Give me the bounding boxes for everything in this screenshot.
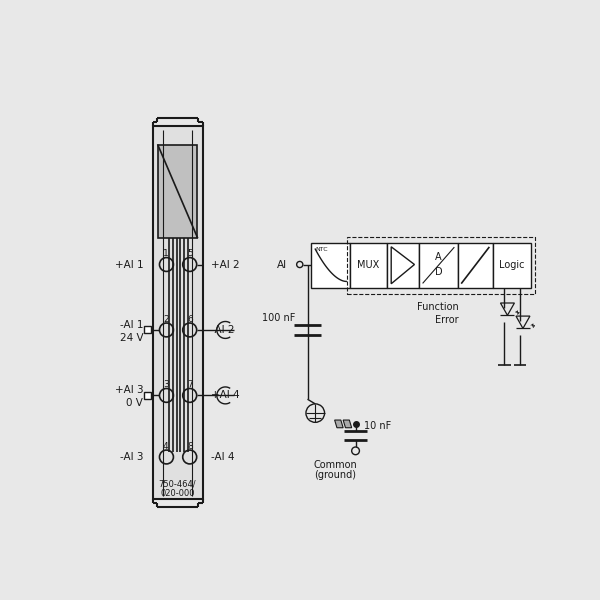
Text: Common: Common bbox=[314, 460, 357, 470]
Polygon shape bbox=[335, 420, 343, 428]
Bar bbox=[493, 243, 532, 287]
Text: 3: 3 bbox=[163, 380, 169, 389]
Bar bbox=[144, 326, 151, 334]
Text: 0 V: 0 V bbox=[127, 398, 143, 408]
Text: 24 V: 24 V bbox=[119, 332, 143, 343]
Text: 1: 1 bbox=[163, 249, 169, 258]
Bar bbox=[419, 243, 458, 287]
Text: AI: AI bbox=[277, 259, 287, 269]
Text: +AI 3: +AI 3 bbox=[115, 385, 143, 395]
Bar bbox=[386, 243, 419, 287]
Text: +AI 4: +AI 4 bbox=[211, 391, 239, 400]
Polygon shape bbox=[343, 420, 352, 428]
Bar bbox=[347, 237, 535, 294]
Text: 6: 6 bbox=[188, 314, 193, 323]
Bar bbox=[458, 243, 493, 287]
Text: -AI 3: -AI 3 bbox=[119, 452, 143, 462]
Text: NTC: NTC bbox=[315, 247, 328, 251]
Text: MUX: MUX bbox=[357, 259, 379, 269]
Text: 100 nF: 100 nF bbox=[263, 313, 296, 323]
Text: 8: 8 bbox=[188, 442, 193, 451]
Text: Logic: Logic bbox=[499, 259, 525, 269]
Bar bbox=[350, 243, 386, 287]
Text: Function: Function bbox=[417, 302, 458, 312]
Text: +AI 1: +AI 1 bbox=[115, 259, 143, 269]
Text: +AI 2: +AI 2 bbox=[211, 259, 239, 269]
Text: 750-464/: 750-464/ bbox=[158, 479, 196, 488]
Bar bbox=[152, 126, 203, 499]
Text: -AI 2: -AI 2 bbox=[211, 325, 234, 335]
Text: Error: Error bbox=[435, 315, 458, 325]
Text: 5: 5 bbox=[188, 249, 193, 258]
Bar bbox=[311, 243, 350, 287]
Text: -AI 1: -AI 1 bbox=[119, 320, 143, 329]
Text: 4: 4 bbox=[163, 442, 169, 451]
Text: (ground): (ground) bbox=[314, 470, 356, 480]
Text: A: A bbox=[435, 252, 442, 262]
Text: 10 nF: 10 nF bbox=[364, 421, 391, 431]
Text: -AI 4: -AI 4 bbox=[211, 452, 234, 462]
Bar bbox=[144, 392, 151, 399]
Text: 2: 2 bbox=[163, 314, 169, 323]
Text: 020-000: 020-000 bbox=[160, 490, 194, 499]
Bar bbox=[158, 145, 197, 238]
Text: D: D bbox=[434, 267, 442, 277]
Text: 7: 7 bbox=[188, 380, 193, 389]
